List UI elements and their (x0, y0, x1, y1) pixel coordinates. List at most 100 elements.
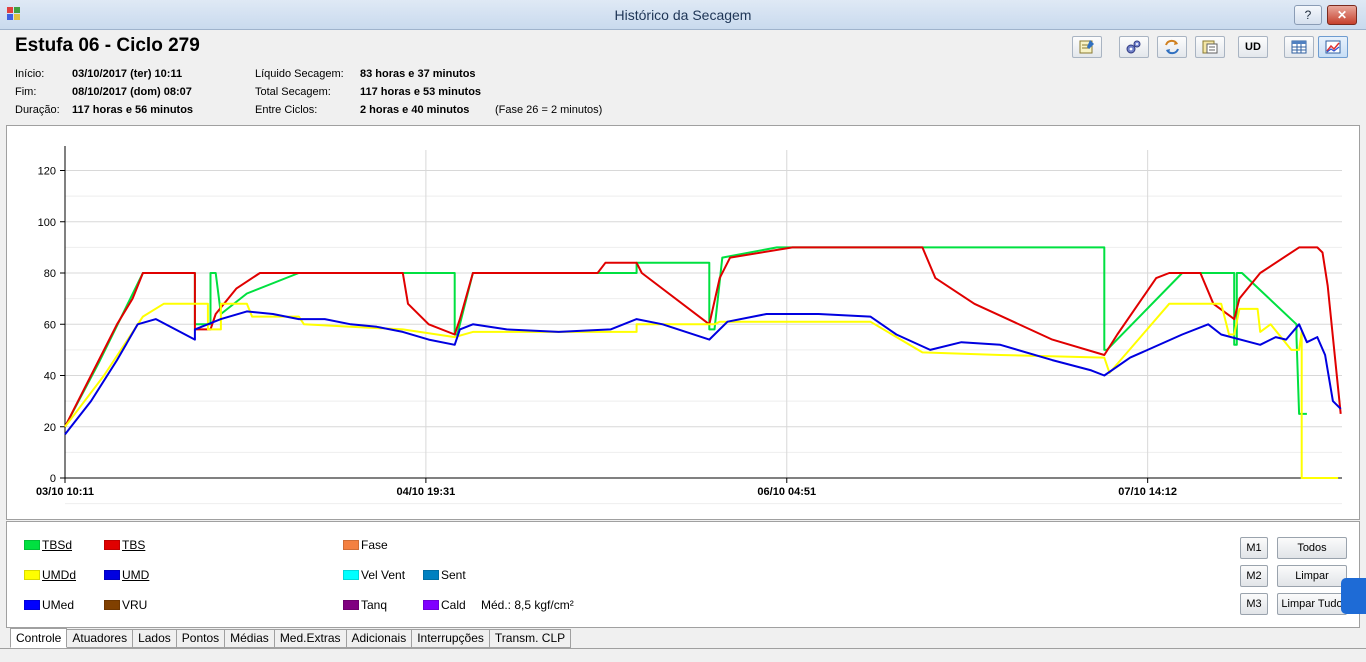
legend-tbs-label: TBS (122, 538, 146, 552)
legend-tbs-swatch (104, 540, 120, 550)
limpar-tudo-button[interactable]: Limpar Tudo (1277, 593, 1347, 615)
legend-vel-vent-label: Vel Vent (361, 568, 406, 582)
legend-tbsd-swatch (24, 540, 40, 550)
legend-sent[interactable]: Sent (423, 568, 466, 582)
entre-label: Entre Ciclos: (255, 104, 318, 116)
y-tick-label: 40 (44, 371, 56, 383)
limpar-button[interactable]: Limpar (1277, 565, 1347, 587)
table-icon (1291, 40, 1307, 54)
legend-sent-label: Sent (441, 568, 466, 582)
series-tbsd-line (64, 246, 1307, 428)
legend-fase-swatch (343, 540, 359, 550)
m1-button[interactable]: M1 (1240, 537, 1268, 559)
legend-umdd-label: UMDd (42, 568, 77, 582)
tab-interrupcoes[interactable]: Interrupções (412, 629, 490, 648)
chart-view-button[interactable] (1318, 36, 1348, 58)
legend-fase[interactable]: Fase (343, 538, 388, 552)
liquido-value: 83 horas e 37 minutos (360, 68, 476, 80)
legend-tbsd[interactable]: TBSd (24, 538, 72, 552)
duracao-label: Duração: (15, 104, 60, 116)
legend-vru[interactable]: VRU (104, 598, 147, 612)
tab-adicionais[interactable]: Adicionais (346, 629, 413, 648)
legend-fase-label: Fase (361, 538, 388, 552)
report-button[interactable] (1072, 36, 1102, 58)
y-tick-label: 0 (50, 473, 56, 485)
legend-umdd[interactable]: UMDd (24, 568, 76, 582)
inicio-label: Início: (15, 68, 45, 80)
tab-medias[interactable]: Médias (225, 629, 275, 648)
pressure-average: Méd.: 8,5 kgf/cm² (481, 598, 574, 612)
legend-panel: TBSd TBS Fase UMDd UMD Vel Vent Sent UMe… (6, 521, 1360, 628)
window-title: Histórico da Secagem (614, 7, 752, 23)
x-tick-label: 07/10 14:12 (1118, 486, 1177, 498)
legend-tanq[interactable]: Tanq (343, 598, 387, 612)
series-umdd-line (64, 302, 1339, 479)
refresh-button[interactable] (1157, 36, 1187, 58)
y-tick-label: 60 (44, 319, 56, 331)
legend-tanq-swatch (343, 600, 359, 610)
tab-controle[interactable]: Controle (10, 628, 68, 648)
legend-umdd-swatch (24, 570, 40, 580)
inicio-value: 03/10/2017 (ter) 10:11 (72, 68, 183, 80)
x-tick-label: 04/10 19:31 (397, 486, 456, 498)
export-icon (1202, 40, 1218, 54)
legend-umed-swatch (24, 600, 40, 610)
x-tick-label: 06/10 04:51 (757, 486, 816, 498)
tab-transm-clp[interactable]: Transm. CLP (489, 629, 572, 648)
teamviewer-icon[interactable] (1341, 578, 1366, 614)
history-chart[interactable]: 0 20 40 60 80 100 120 03/10 10:11 04/10 19:31 06/… (6, 125, 1360, 520)
legend-vru-label: VRU (122, 598, 148, 612)
report-icon (1079, 40, 1094, 54)
fim-value: 08/10/2017 (dom) 08:07 (72, 86, 192, 98)
legend-umed[interactable]: UMed (24, 598, 74, 612)
series-umd-line (64, 310, 1342, 436)
legend-tanq-label: Tanq (361, 598, 388, 612)
legend-umd-swatch (104, 570, 120, 580)
help-button[interactable]: ? (1294, 5, 1322, 25)
chart-svg: 0 20 40 60 80 100 120 03/10 10:11 04/10 19:31 06/… (36, 146, 1342, 505)
fim-label: Fim: (15, 86, 37, 98)
status-strip (0, 648, 1366, 662)
legend-sent-swatch (423, 570, 439, 580)
tab-med-extras[interactable]: Med.Extras (274, 629, 347, 648)
tab-pontos[interactable]: Pontos (176, 629, 226, 648)
total-label: Total Secagem: (255, 86, 331, 98)
legend-umd[interactable]: UMD (104, 568, 149, 582)
legend-cald-label: Cald (441, 598, 466, 612)
table-view-button[interactable] (1284, 36, 1314, 58)
tab-strip: Controle Atuadores Lados Pontos Médias M… (10, 628, 572, 648)
tab-atuadores[interactable]: Atuadores (67, 629, 134, 648)
app-icon (7, 7, 21, 21)
ud-button[interactable]: UD (1238, 36, 1268, 58)
legend-vel-vent[interactable]: Vel Vent (343, 568, 405, 582)
legend-umd-label: UMD (122, 568, 150, 582)
x-tick-label: 03/10 10:11 (36, 486, 94, 498)
legend-vel-vent-swatch (343, 570, 359, 580)
page-title: Estufa 06 - Ciclo 279 (15, 35, 200, 56)
title-bar: Histórico da Secagem ? ✕ (0, 0, 1366, 30)
total-value: 117 horas e 53 minutos (360, 86, 482, 98)
legend-cald[interactable]: Cald (423, 598, 466, 612)
refresh-icon (1165, 39, 1179, 55)
fase-note: (Fase 26 = 2 minutos) (495, 104, 603, 116)
settings-icon (1126, 40, 1141, 54)
export-button[interactable] (1195, 36, 1225, 58)
entre-value: 2 horas e 40 minutos (360, 104, 470, 116)
legend-tbsd-label: TBSd (42, 538, 73, 552)
legend-cald-swatch (423, 600, 439, 610)
settings-button[interactable] (1119, 36, 1149, 58)
chart-icon (1325, 40, 1341, 54)
legend-umed-label: UMed (42, 598, 75, 612)
tab-lados[interactable]: Lados (133, 629, 177, 648)
liquido-label: Líquido Secagem: (255, 68, 344, 80)
y-tick-label: 100 (38, 217, 56, 229)
m2-button[interactable]: M2 (1240, 565, 1268, 587)
todos-button[interactable]: Todos (1277, 537, 1347, 559)
m3-button[interactable]: M3 (1240, 593, 1268, 615)
close-button[interactable]: ✕ (1327, 5, 1357, 25)
y-tick-label: 120 (38, 166, 56, 178)
legend-vru-swatch (104, 600, 120, 610)
y-tick-label: 80 (44, 268, 56, 280)
legend-tbs[interactable]: TBS (104, 538, 145, 552)
y-tick-label: 20 (44, 422, 56, 434)
